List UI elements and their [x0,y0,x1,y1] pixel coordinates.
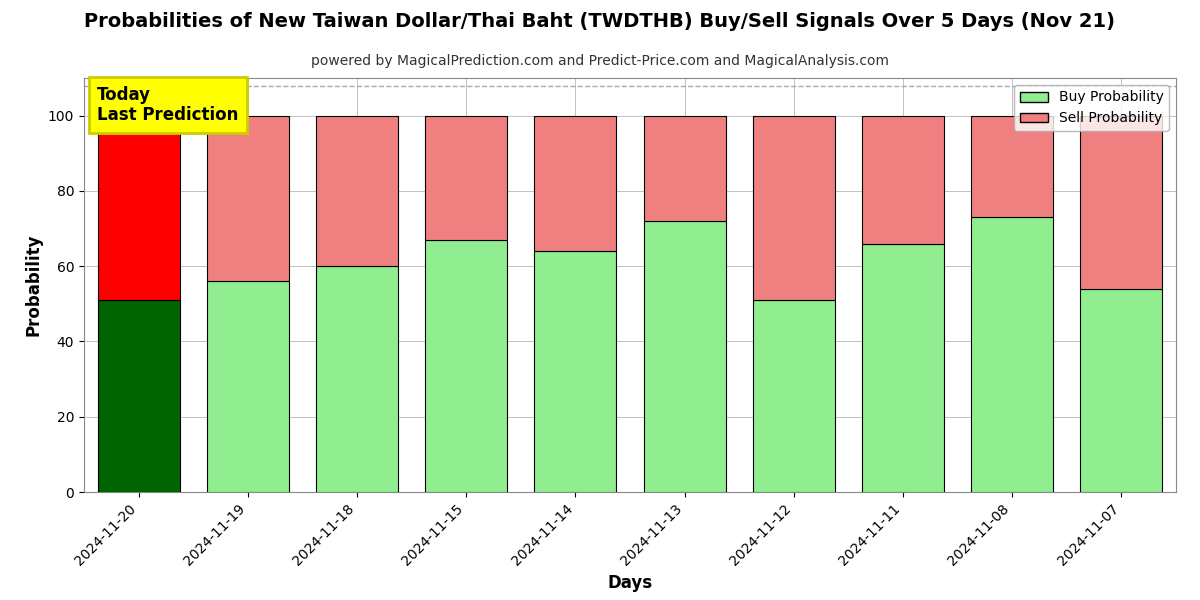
Bar [534,116,617,251]
Bar [971,217,1054,492]
Bar [206,116,289,281]
Bar [1080,116,1163,289]
Bar [206,281,289,492]
Bar [643,221,726,492]
Bar [752,116,835,300]
Text: powered by MagicalPrediction.com and Predict-Price.com and MagicalAnalysis.com: powered by MagicalPrediction.com and Pre… [311,54,889,68]
Bar [752,300,835,492]
Bar [1080,289,1163,492]
Y-axis label: Probability: Probability [24,234,42,336]
Bar [643,116,726,221]
Bar [971,116,1054,217]
Bar [97,300,180,492]
Text: Probabilities of New Taiwan Dollar/Thai Baht (TWDTHB) Buy/Sell Signals Over 5 Da: Probabilities of New Taiwan Dollar/Thai … [84,12,1116,31]
Bar [425,240,508,492]
Bar [534,251,617,492]
Bar [425,116,508,240]
Bar [862,244,944,492]
X-axis label: Days: Days [607,574,653,592]
Text: Today
Last Prediction: Today Last Prediction [97,86,239,124]
Bar [97,116,180,300]
Bar [316,116,398,266]
Bar [316,266,398,492]
Legend: Buy Probability, Sell Probability: Buy Probability, Sell Probability [1014,85,1169,131]
Bar [862,116,944,244]
